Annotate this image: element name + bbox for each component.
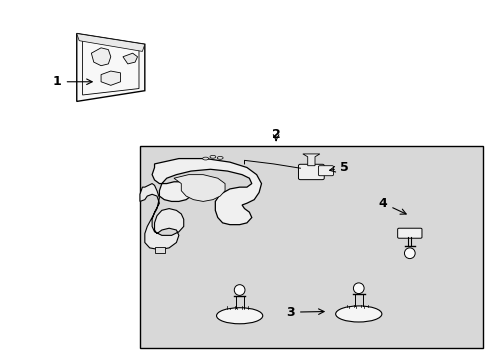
Ellipse shape — [404, 248, 414, 258]
Ellipse shape — [234, 285, 244, 296]
Polygon shape — [152, 158, 261, 225]
Ellipse shape — [217, 157, 223, 159]
Text: 4: 4 — [378, 197, 406, 214]
Text: 5: 5 — [329, 161, 348, 174]
Polygon shape — [77, 33, 144, 51]
Ellipse shape — [216, 308, 262, 324]
Text: 2: 2 — [271, 128, 280, 141]
Bar — [154, 247, 165, 253]
Polygon shape — [77, 33, 144, 102]
Bar — [140, 146, 482, 348]
Text: 3: 3 — [286, 306, 324, 319]
FancyBboxPatch shape — [318, 166, 333, 176]
Polygon shape — [174, 175, 224, 202]
FancyBboxPatch shape — [298, 164, 324, 180]
Polygon shape — [101, 71, 120, 85]
Ellipse shape — [202, 157, 208, 160]
Ellipse shape — [353, 283, 364, 294]
Polygon shape — [140, 184, 183, 249]
Ellipse shape — [335, 306, 381, 322]
Ellipse shape — [209, 156, 215, 158]
Polygon shape — [91, 48, 111, 66]
FancyBboxPatch shape — [397, 228, 421, 238]
Text: 1: 1 — [53, 75, 92, 88]
Polygon shape — [302, 154, 319, 166]
Polygon shape — [122, 53, 137, 64]
